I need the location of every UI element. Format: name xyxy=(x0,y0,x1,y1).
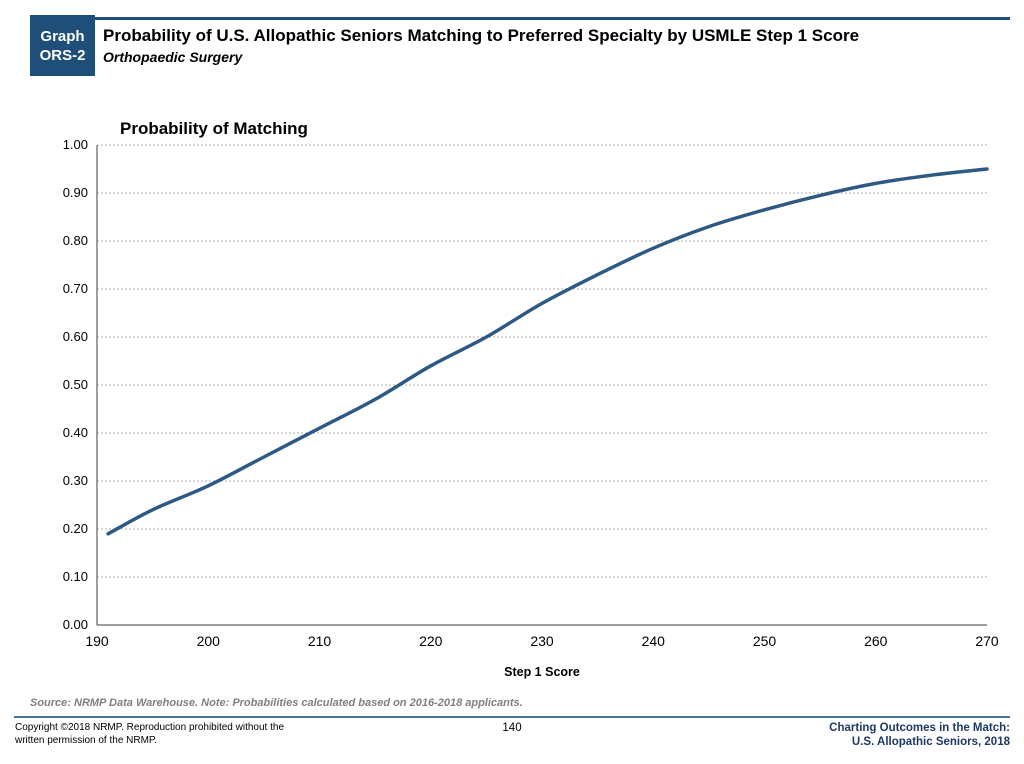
report-title-line1: Charting Outcomes in the Match: xyxy=(829,722,1010,734)
report-title: Charting Outcomes in the Match: U.S. All… xyxy=(710,721,1010,749)
copyright-line2: written permission of the NRMP. xyxy=(15,735,158,746)
report-title-line2: U.S. Allopathic Seniors, 2018 xyxy=(851,736,1010,748)
y-axis-label: 0.80 xyxy=(62,233,88,248)
y-axis-label: 0.30 xyxy=(62,473,88,488)
page-title: Probability of U.S. Allopathic Seniors M… xyxy=(103,26,860,45)
copyright-line1: Copyright ©2018 NRMP. Reproduction prohi… xyxy=(15,722,285,733)
page-subtitle: Orthopaedic Surgery xyxy=(103,49,243,65)
y-axis-label: 0.70 xyxy=(62,281,88,296)
x-axis-label: 270 xyxy=(975,633,999,649)
y-axis-label: 0.10 xyxy=(62,569,88,584)
chart-title: Probability of Matching xyxy=(120,119,308,138)
y-axis-label: 0.20 xyxy=(62,521,88,536)
y-axis-label: 0.90 xyxy=(62,185,88,200)
graph-badge-line1: Graph xyxy=(40,27,85,45)
page-number: 140 xyxy=(502,722,522,734)
y-axis-label: 0.50 xyxy=(62,377,88,392)
x-axis-label: 230 xyxy=(530,633,554,649)
footer-rule xyxy=(14,716,1010,718)
x-axis-label: 210 xyxy=(307,633,332,649)
y-axis-label: 0.60 xyxy=(62,329,88,344)
x-axis-label: 250 xyxy=(752,633,777,649)
y-axis-label: 1.00 xyxy=(62,137,88,152)
copyright-text: Copyright ©2018 NRMP. Reproduction prohi… xyxy=(15,721,375,747)
probability-curve xyxy=(106,167,989,536)
x-axis-label: 260 xyxy=(864,633,888,649)
header-rule xyxy=(95,17,1010,20)
x-axis-label: 220 xyxy=(419,633,443,649)
x-axis-label: 200 xyxy=(196,633,220,649)
y-axis-label: 0.40 xyxy=(62,425,88,440)
x-axis-title: Step 1 Score xyxy=(504,665,580,679)
source-note: Source: NRMP Data Warehouse. Note: Proba… xyxy=(30,697,523,709)
x-axis-label: 240 xyxy=(641,633,665,649)
y-axis-label: 0.00 xyxy=(62,617,88,632)
graph-badge: Graph ORS-2 xyxy=(30,15,95,76)
graph-badge-line2: ORS-2 xyxy=(39,46,86,64)
x-axis-label: 190 xyxy=(85,633,109,649)
